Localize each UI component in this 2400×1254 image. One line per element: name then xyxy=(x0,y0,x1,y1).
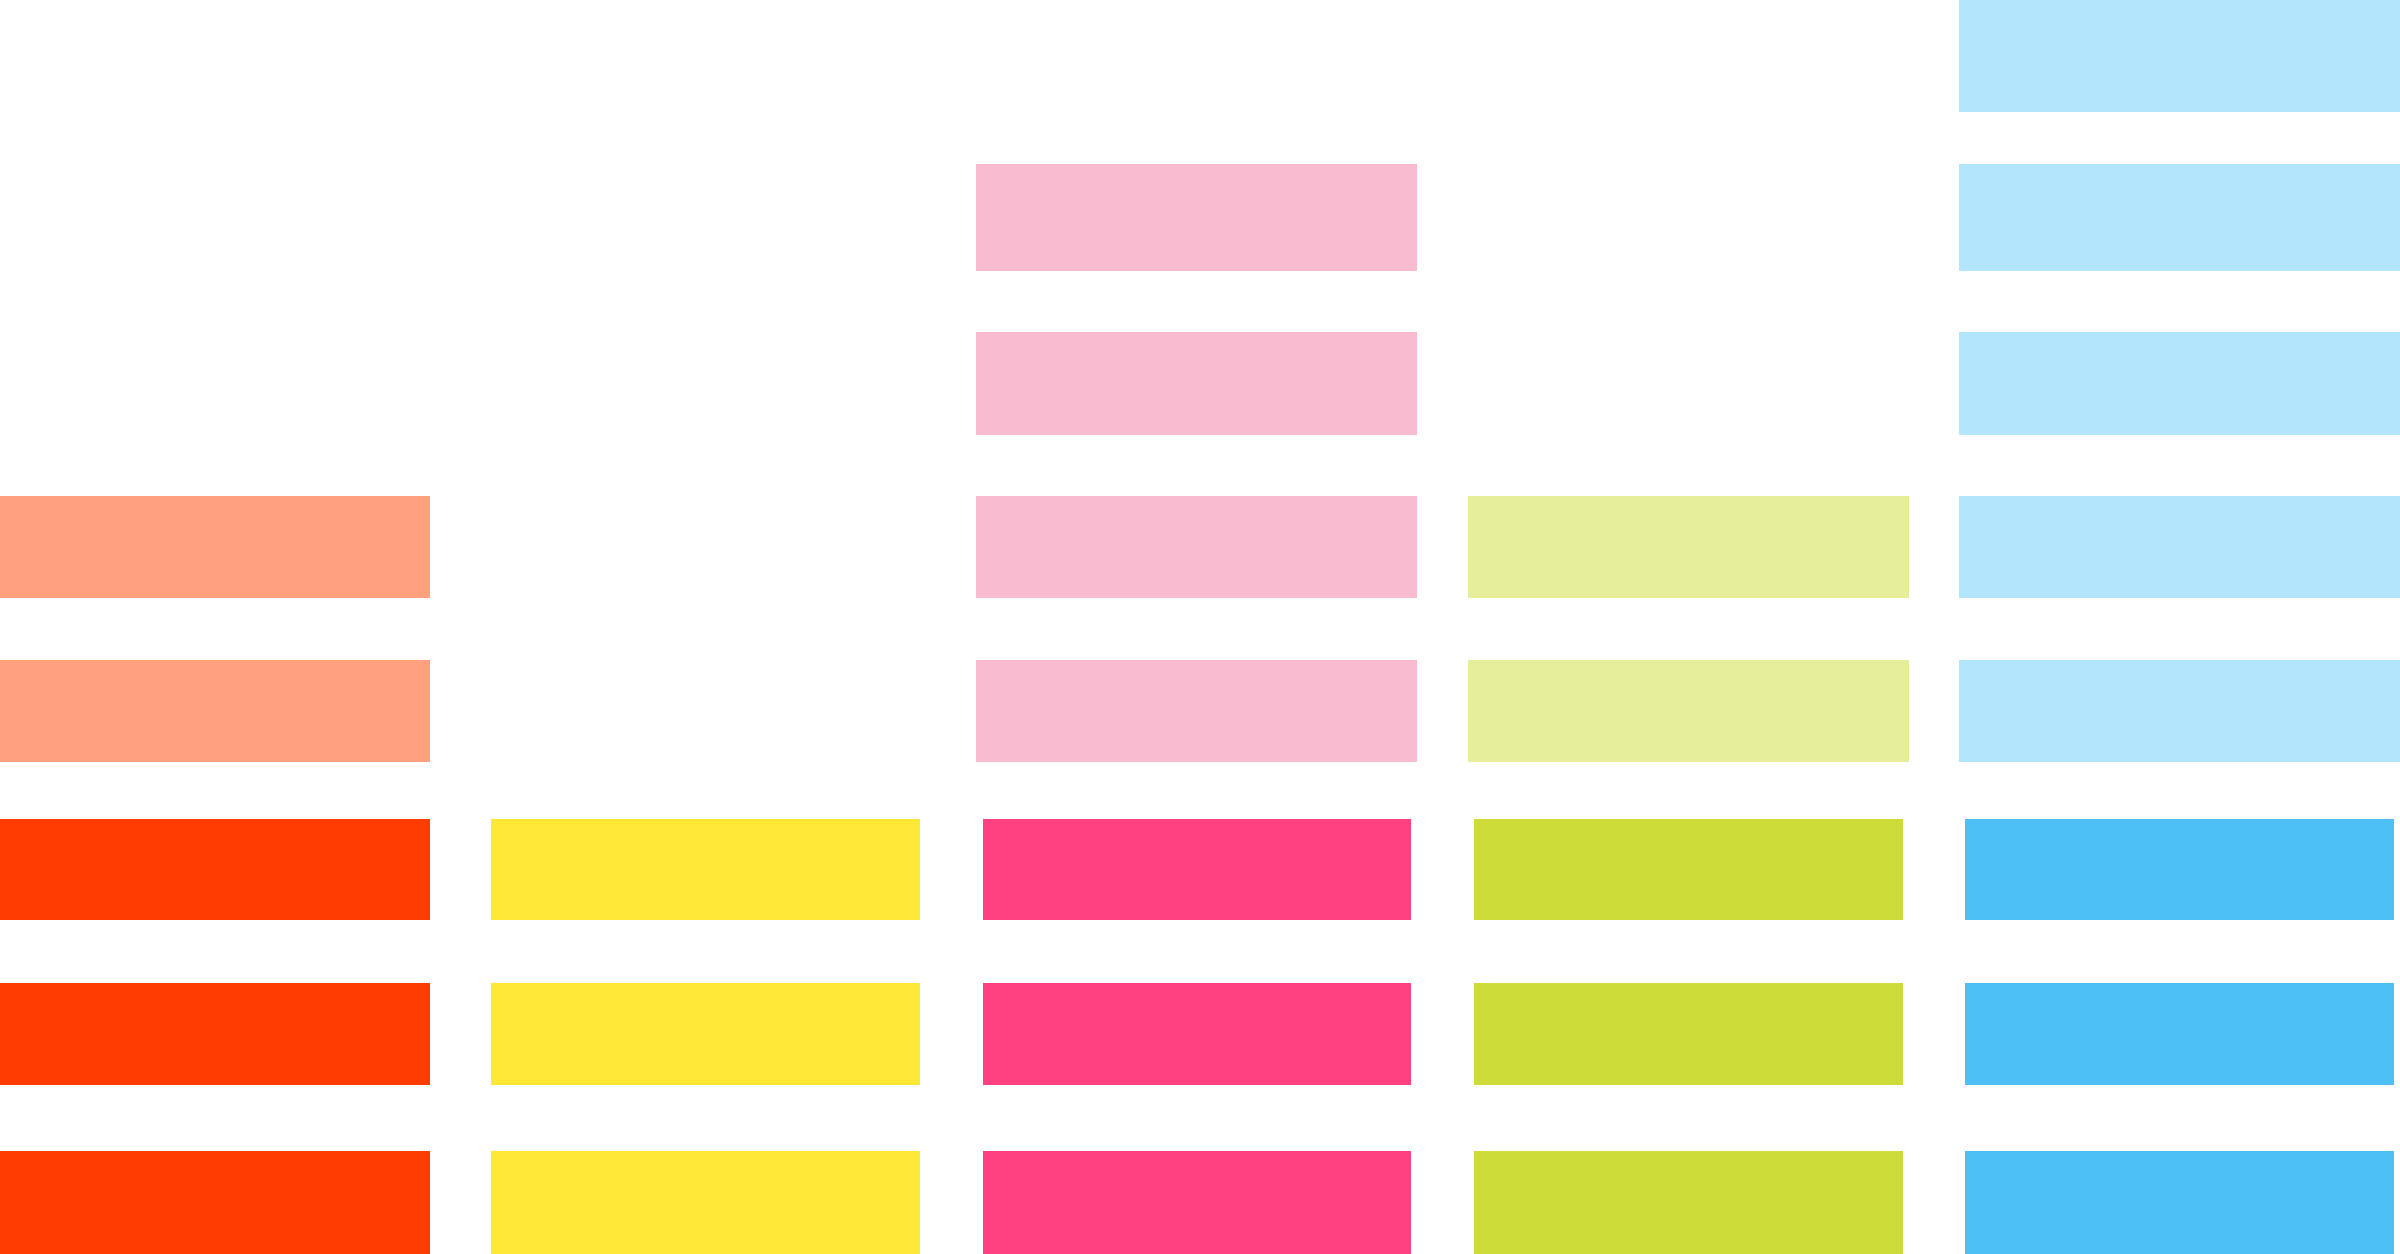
bar-segment-dark-col4 xyxy=(1474,819,1903,920)
bar-segment-light-col5 xyxy=(1959,660,2400,762)
bar-segment-light-col5 xyxy=(1959,164,2400,271)
bar-segment-light-col5 xyxy=(1959,0,2400,112)
bar-segment-dark-col3 xyxy=(983,819,1411,920)
bar-segment-light-col3 xyxy=(976,164,1417,271)
bar-segment-light-col3 xyxy=(976,660,1417,762)
bar-segment-dark-col2 xyxy=(491,819,920,920)
bar-segment-dark-col4 xyxy=(1474,1151,1903,1254)
bar-segment-light-col5 xyxy=(1959,332,2400,435)
bar-segment-dark-col1 xyxy=(0,983,430,1085)
bar-segment-dark-col2 xyxy=(491,1151,920,1254)
bar-segment-dark-col5 xyxy=(1965,983,2394,1085)
bar-segment-dark-col1 xyxy=(0,819,430,920)
bar-segment-dark-col2 xyxy=(491,983,920,1085)
bar-segment-dark-col3 xyxy=(983,983,1411,1085)
bar-segment-light-col1 xyxy=(0,660,430,762)
bar-segment-light-col1 xyxy=(0,496,430,598)
bar-segment-light-col5 xyxy=(1959,496,2400,598)
bar-segment-light-col4 xyxy=(1468,496,1909,598)
bar-segment-dark-col4 xyxy=(1474,983,1903,1085)
bar-segment-light-col4 xyxy=(1468,660,1909,762)
bar-segment-dark-col1 xyxy=(0,1151,430,1254)
bar-segment-dark-col5 xyxy=(1965,1151,2394,1254)
bar-segment-dark-col5 xyxy=(1965,819,2394,920)
bar-segment-dark-col3 xyxy=(983,1151,1411,1254)
bar-segment-light-col3 xyxy=(976,332,1417,435)
bar-segment-light-col3 xyxy=(976,496,1417,598)
